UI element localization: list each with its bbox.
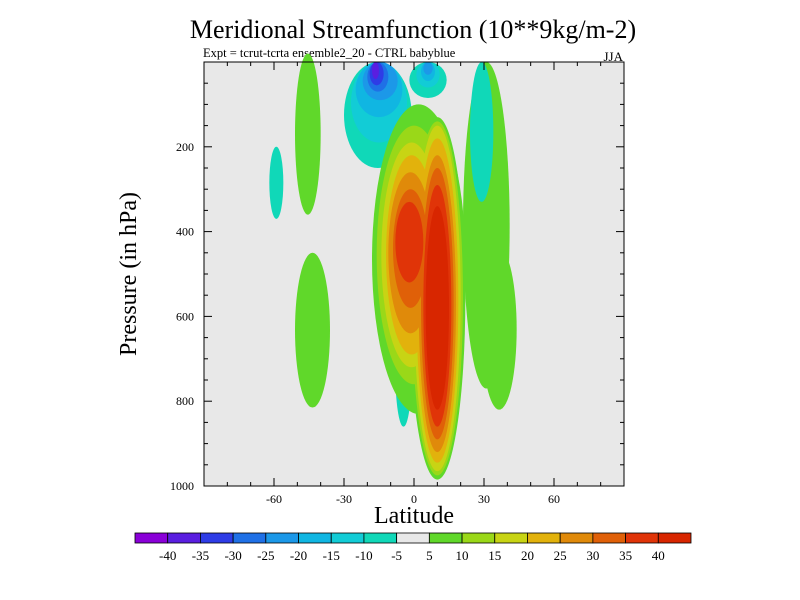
colorbar-swatch [265,532,299,544]
x-tick-label: -60 [266,492,282,506]
contour-upper-neg [372,62,379,79]
colorbar-label: -30 [224,548,241,563]
colorbar-swatch [232,532,267,544]
colorbar-swatch [134,532,169,544]
colorbar-label: -40 [159,548,176,563]
colorbar-label: 20 [521,548,534,563]
colorbar-label: 5 [426,548,433,563]
contour-sh-upper-5 [295,53,321,215]
y-tick-label: 400 [176,225,194,239]
colorbar-label: 40 [652,548,665,563]
y-tick-label: 800 [176,394,194,408]
x-tick-label: 0 [411,492,417,506]
contour-nh-weak-neg [470,62,494,202]
colorbar-label: -5 [391,548,402,563]
colorbar-swatch [167,532,201,544]
x-axis-label: Latitude [374,503,454,529]
colorbar-label: 10 [456,548,469,563]
contour-ascending-core [425,206,450,410]
colorbar-swatch [494,532,528,544]
colorbar-swatch [592,532,626,544]
plot-area: -60 -30 0 30 60 200 400 600 800 1000 [170,53,625,506]
contour-nh-5-lower [481,248,517,410]
contour-upper-neg-2 [423,62,433,75]
contour-sh-lower-5 [295,252,330,408]
colorbar-swatch [461,532,496,544]
y-axis-label: Pressure (in hPa) [116,192,142,356]
colorbar-label: -35 [192,548,209,563]
colorbar-label: -10 [355,548,372,563]
colorbar-swatch [527,532,561,544]
colorbar-swatch [363,532,398,544]
contour-upper-branch [395,201,424,283]
colorbar-label: 30 [586,548,599,563]
colorbar-label: 15 [488,548,501,563]
chart-title: Meridional Streamfunction (10**9kg/m-2) [190,15,636,44]
x-tick-label: 60 [548,492,560,506]
chart-subtitle: Expt = tcrut-tcrta ensemble2_20 - CTRL b… [203,46,456,60]
y-tick-label: 200 [176,140,194,154]
colorbar-swatch [330,532,365,544]
colorbar-label: 35 [619,548,632,563]
colorbar-swatch [657,532,692,544]
colorbar-swatch [625,532,659,544]
axis-ticks: -60 -30 0 30 60 200 400 600 800 1000 [170,62,624,506]
colorbar-swatch [396,532,430,544]
colorbar-swatch [298,532,332,544]
colorbar-swatch [559,532,594,544]
x-tick-label: -30 [336,492,352,506]
contour-fill-layer [269,53,517,480]
contour-sh-weak-neg [269,146,284,219]
colorbar: -40 -35 -30 -25 -20 -15 -10 -5 5 10 15 20 25 30 35 40 [134,532,692,563]
y-tick-label: 600 [176,309,194,323]
colorbar-label: -20 [290,548,307,563]
colorbar-label: -25 [257,548,274,563]
colorbar-label: -15 [323,548,340,563]
y-tick-label: 1000 [170,479,194,493]
colorbar-swatch [200,532,234,544]
x-tick-label: 30 [478,492,490,506]
colorbar-swatch [428,532,463,544]
season-label: JJA [603,49,623,64]
colorbar-label: 25 [554,548,567,563]
